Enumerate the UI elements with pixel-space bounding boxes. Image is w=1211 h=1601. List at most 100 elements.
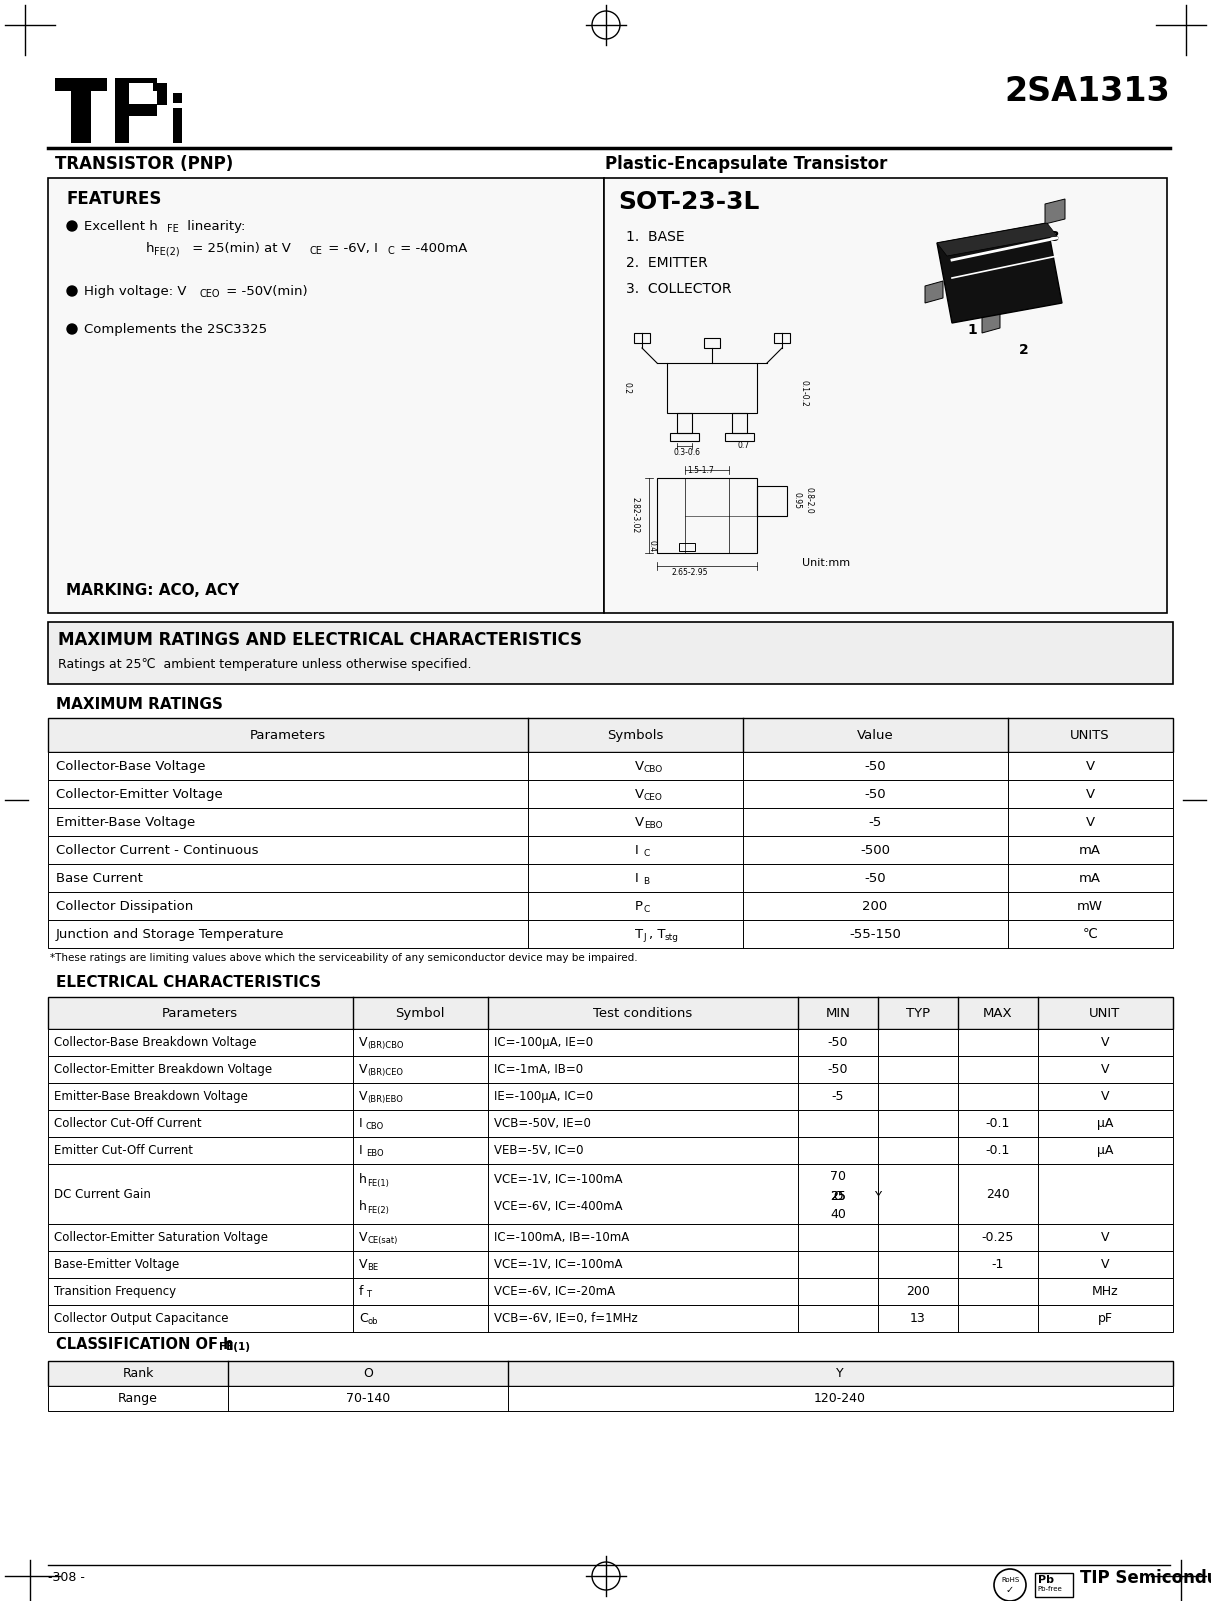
Text: V: V bbox=[1101, 1231, 1109, 1244]
Text: VCE=-6V, IC=-20mA: VCE=-6V, IC=-20mA bbox=[494, 1284, 615, 1297]
Text: h: h bbox=[147, 242, 155, 255]
Polygon shape bbox=[937, 223, 1062, 323]
Text: pF: pF bbox=[1097, 1311, 1113, 1324]
Text: VCB=-50V, IE=0: VCB=-50V, IE=0 bbox=[494, 1116, 591, 1129]
Bar bbox=[48, 780, 1173, 809]
Text: Plastic-Encapsulate Transistor: Plastic-Encapsulate Transistor bbox=[606, 155, 888, 173]
Text: FE: FE bbox=[167, 224, 179, 234]
Text: I: I bbox=[635, 844, 638, 857]
Text: -0.25: -0.25 bbox=[982, 1231, 1014, 1244]
Text: FE(1): FE(1) bbox=[367, 1178, 389, 1188]
Text: 0.95: 0.95 bbox=[792, 492, 802, 509]
Text: C: C bbox=[388, 247, 394, 256]
Bar bbox=[677, 413, 691, 432]
Text: IC=-100μA, IE=0: IC=-100μA, IE=0 bbox=[494, 1036, 593, 1049]
Text: -0.1: -0.1 bbox=[986, 1116, 1010, 1129]
Text: -5: -5 bbox=[868, 815, 882, 828]
Bar bbox=[115, 78, 130, 142]
Bar bbox=[731, 413, 747, 432]
Text: FE(2): FE(2) bbox=[367, 1206, 389, 1215]
Text: T: T bbox=[366, 1289, 371, 1298]
Text: IE=-100μA, IC=0: IE=-100μA, IC=0 bbox=[494, 1090, 593, 1103]
Text: FE(2): FE(2) bbox=[154, 247, 179, 256]
Text: 0.2: 0.2 bbox=[622, 383, 631, 394]
Text: RoHS: RoHS bbox=[1000, 1577, 1020, 1583]
Text: Symbol: Symbol bbox=[395, 1007, 444, 1020]
Bar bbox=[604, 178, 1167, 613]
Text: Junction and Storage Temperature: Junction and Storage Temperature bbox=[56, 927, 285, 940]
Text: 0.4: 0.4 bbox=[648, 540, 656, 552]
Bar bbox=[679, 543, 695, 551]
Text: 200: 200 bbox=[906, 1284, 930, 1297]
Text: f: f bbox=[358, 1284, 363, 1297]
Text: V: V bbox=[635, 788, 644, 800]
Bar bbox=[48, 1109, 1173, 1137]
Bar bbox=[48, 1225, 1173, 1250]
Bar bbox=[48, 921, 1173, 948]
Text: V: V bbox=[358, 1257, 367, 1271]
Bar bbox=[725, 432, 754, 440]
Text: 2.65-2.95: 2.65-2.95 bbox=[672, 568, 708, 576]
Text: Unit:mm: Unit:mm bbox=[802, 559, 850, 568]
Text: TYP: TYP bbox=[906, 1007, 930, 1020]
Polygon shape bbox=[937, 223, 1057, 256]
Bar bbox=[48, 1137, 1173, 1164]
Polygon shape bbox=[982, 311, 1000, 333]
Text: B: B bbox=[643, 876, 649, 885]
Text: -50: -50 bbox=[828, 1063, 848, 1076]
Text: -0.1: -0.1 bbox=[986, 1143, 1010, 1156]
Text: EBO: EBO bbox=[366, 1148, 384, 1158]
Text: V: V bbox=[1085, 815, 1095, 828]
Text: ELECTRICAL CHARACTERISTICS: ELECTRICAL CHARACTERISTICS bbox=[56, 975, 321, 989]
Text: 1: 1 bbox=[968, 323, 977, 336]
Text: V: V bbox=[358, 1090, 367, 1103]
Text: 0.3-0.6: 0.3-0.6 bbox=[675, 448, 701, 456]
Text: I: I bbox=[635, 871, 638, 884]
Text: C: C bbox=[358, 1311, 368, 1324]
Text: Symbols: Symbols bbox=[607, 728, 664, 741]
Text: Y: Y bbox=[874, 1190, 882, 1202]
Text: V: V bbox=[1101, 1036, 1109, 1049]
Text: Y: Y bbox=[836, 1367, 844, 1380]
Bar bbox=[173, 107, 182, 142]
Bar bbox=[1035, 1574, 1073, 1598]
Text: SOT-23-3L: SOT-23-3L bbox=[618, 191, 759, 215]
Text: CBO: CBO bbox=[644, 765, 664, 773]
Text: 120-240: 120-240 bbox=[814, 1391, 866, 1404]
Text: T: T bbox=[635, 927, 643, 940]
Text: V: V bbox=[1085, 788, 1095, 800]
Text: 70: 70 bbox=[830, 1169, 846, 1183]
Text: -308 -: -308 - bbox=[48, 1571, 85, 1583]
Text: Base-Emitter Voltage: Base-Emitter Voltage bbox=[54, 1257, 179, 1271]
Text: 2.82-3.02: 2.82-3.02 bbox=[631, 496, 639, 533]
Text: 1.5-1.7: 1.5-1.7 bbox=[687, 466, 713, 475]
Text: mA: mA bbox=[1079, 871, 1101, 884]
Text: Transition Frequency: Transition Frequency bbox=[54, 1284, 176, 1297]
Text: V: V bbox=[1101, 1257, 1109, 1271]
Polygon shape bbox=[925, 282, 943, 303]
Text: (BR)CEO: (BR)CEO bbox=[367, 1068, 403, 1076]
Text: linearity:: linearity: bbox=[183, 219, 246, 234]
Text: = -400mA: = -400mA bbox=[396, 242, 467, 255]
Text: 2: 2 bbox=[1018, 343, 1029, 357]
Text: O: O bbox=[833, 1190, 843, 1202]
Text: h: h bbox=[358, 1172, 367, 1185]
Text: 2SA1313: 2SA1313 bbox=[1004, 75, 1170, 107]
Text: I: I bbox=[358, 1143, 362, 1156]
Text: Collector Current - Continuous: Collector Current - Continuous bbox=[56, 844, 258, 857]
Bar bbox=[658, 479, 757, 552]
Bar bbox=[48, 1278, 1173, 1305]
Text: 3: 3 bbox=[1049, 231, 1058, 243]
Text: Collector-Emitter Breakdown Voltage: Collector-Emitter Breakdown Voltage bbox=[54, 1063, 272, 1076]
Text: -1: -1 bbox=[992, 1257, 1004, 1271]
Text: J: J bbox=[643, 932, 645, 941]
Text: = -6V, I: = -6V, I bbox=[325, 242, 378, 255]
Text: Rank: Rank bbox=[122, 1367, 154, 1380]
Bar bbox=[157, 83, 167, 106]
Text: ob: ob bbox=[367, 1316, 378, 1326]
Text: V: V bbox=[1101, 1063, 1109, 1076]
Text: CLASSIFICATION OF h: CLASSIFICATION OF h bbox=[56, 1337, 234, 1351]
Bar bbox=[130, 83, 153, 101]
Text: IC=-100mA, IB=-10mA: IC=-100mA, IB=-10mA bbox=[494, 1231, 630, 1244]
Text: Parameters: Parameters bbox=[249, 728, 326, 741]
